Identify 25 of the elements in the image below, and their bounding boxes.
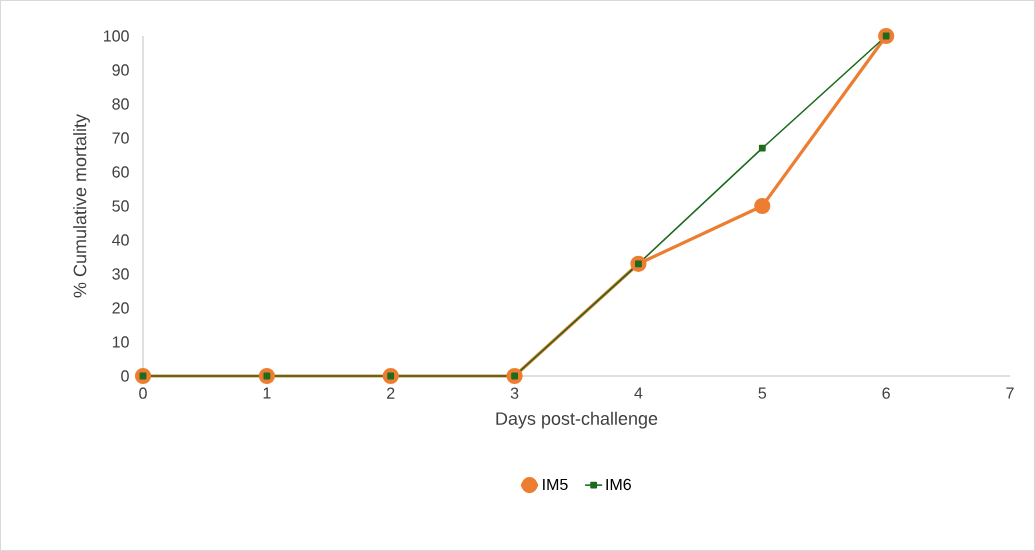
y-tick-label: 20 [112,302,129,314]
y-tick-label: 100 [104,30,129,42]
legend-label: IM5 [543,478,568,491]
y-tick-label: 30 [112,268,129,280]
x-tick-label: 5 [758,387,767,399]
point [758,144,766,152]
legend-label: IM6 [606,478,631,491]
x-tick-label: 6 [882,387,890,399]
x-tick-label: 4 [634,387,643,399]
y-tick-label: 90 [112,64,129,76]
y-tick-label: 60 [112,166,129,178]
x-axis-title: Days post-challenge [496,411,658,429]
y-tick-label: 40 [112,234,129,246]
y-axis-title: % Cumulative mortality [73,114,90,298]
x-tick-label: 2 [387,387,395,399]
x-tick-label: 3 [510,387,519,399]
point [754,197,771,215]
x-tick-label: 0 [139,387,147,399]
x-tick-label: 7 [1006,387,1014,399]
y-tick-label: 80 [112,98,129,110]
y-tick-label: 70 [112,132,129,144]
x-tick-label: 1 [263,387,271,399]
y-tick-label: 10 [112,336,129,348]
y-tick-label: 0 [121,370,129,382]
y-tick-label: 50 [112,200,129,212]
